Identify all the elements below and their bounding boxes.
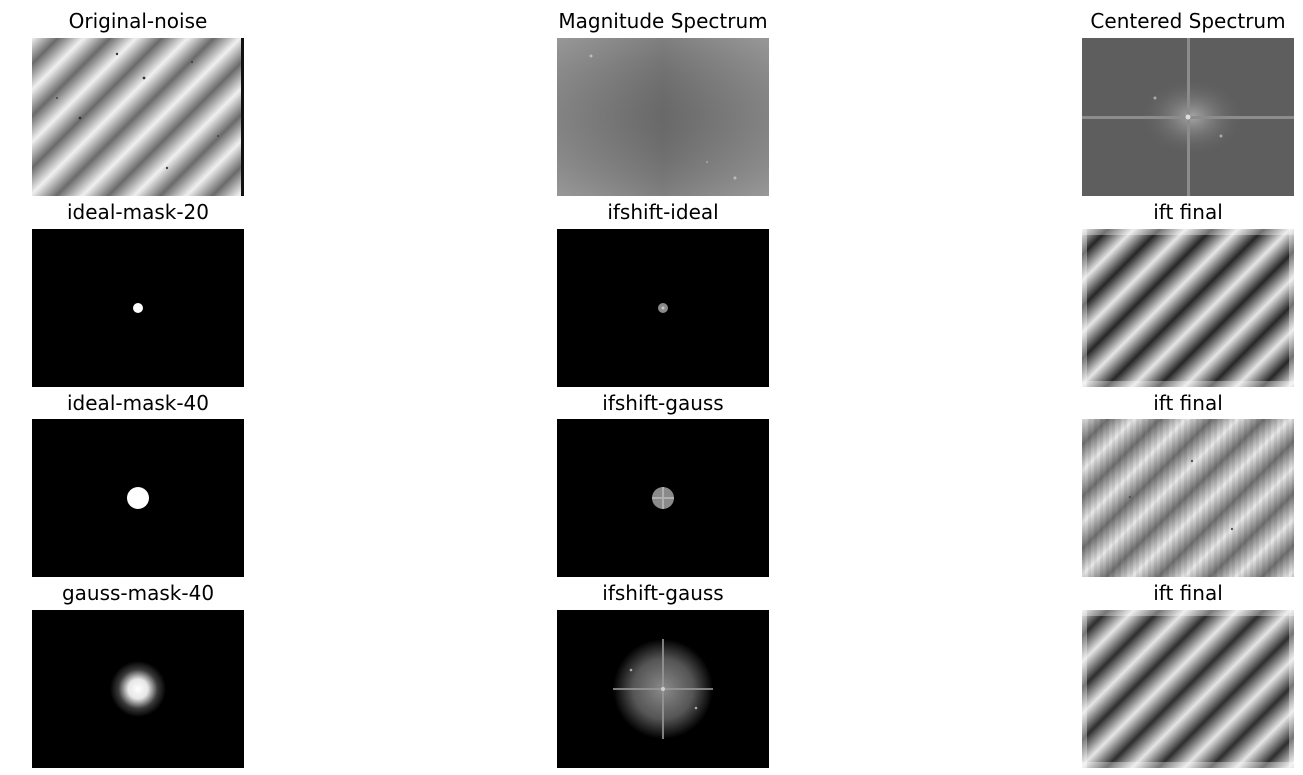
ift-final-image	[1082, 610, 1294, 768]
magnitude-spectrum-image	[557, 38, 769, 196]
ifshift-gauss-image	[557, 419, 769, 577]
gauss-mask-40-image	[32, 610, 244, 768]
ift-final-image	[1082, 229, 1294, 387]
ifshift-ideal-image	[557, 229, 769, 387]
ideal-mask-40-image	[32, 419, 244, 577]
panel-title: ifshift-gauss	[602, 581, 724, 605]
panel-title: gauss-mask-40	[61, 581, 215, 605]
original-noise-image	[32, 38, 244, 196]
ifshift-gauss-image	[557, 610, 769, 768]
panel-title: ift final	[1153, 200, 1223, 224]
panel-title: ift final	[1153, 391, 1223, 415]
panel-title: ideal-mask-40	[67, 391, 209, 415]
ideal-mask-20-image	[32, 229, 244, 387]
panel-title: Centered Spectrum	[1090, 9, 1286, 33]
panel-title: ideal-mask-20	[67, 200, 209, 224]
ift-final-image	[1082, 419, 1294, 577]
panel-title: ift final	[1153, 581, 1223, 605]
panel-title: ifshift-ideal	[607, 200, 719, 224]
panel-title: Magnitude Spectrum	[558, 9, 768, 33]
panel-title: Original-noise	[68, 9, 208, 33]
panel-title: ifshift-gauss	[602, 391, 724, 415]
centered-spectrum-image	[1082, 38, 1294, 196]
